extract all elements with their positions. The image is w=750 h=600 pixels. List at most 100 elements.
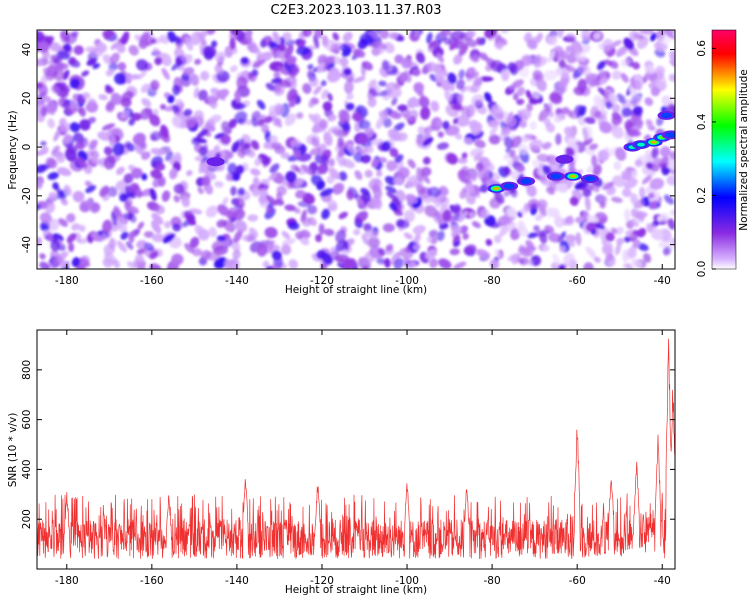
noise-blob — [140, 83, 150, 93]
noise-blob — [194, 224, 205, 236]
noise-blob — [605, 101, 613, 110]
noise-blob — [37, 59, 42, 67]
noise-blob — [37, 181, 43, 190]
noise-blob — [56, 50, 71, 60]
spectrogram-y-label: Frequency (Hz) — [7, 110, 19, 189]
noise-blob — [479, 52, 489, 61]
noise-blob — [206, 150, 216, 159]
noise-blob — [172, 84, 180, 96]
noise-blob — [352, 48, 366, 58]
noise-blob — [128, 45, 139, 56]
noise-blob — [123, 173, 134, 184]
noise-blob — [511, 252, 522, 265]
noise-blob — [611, 70, 622, 80]
noise-blob — [480, 209, 490, 219]
noise-blob — [385, 244, 394, 252]
noise-blob — [588, 80, 596, 88]
noise-blob — [509, 84, 517, 91]
noise-blob — [235, 197, 245, 209]
x-tick-label: -160 — [140, 575, 164, 587]
noise-blob — [202, 45, 214, 61]
noise-blob — [45, 101, 58, 114]
noise-blob — [457, 93, 464, 104]
noise-blob — [420, 172, 431, 184]
noise-blob — [444, 90, 453, 102]
noise-blob — [118, 223, 128, 233]
noise-blob — [172, 223, 181, 232]
noise-blob — [50, 54, 60, 63]
noise-blob — [564, 234, 577, 243]
noise-blob — [586, 215, 599, 223]
noise-blob — [238, 145, 245, 152]
noise-blob — [503, 136, 514, 150]
noise-blob — [134, 145, 145, 156]
noise-blob — [501, 126, 511, 136]
x-tick-label: -180 — [55, 275, 79, 287]
noise-blob — [128, 74, 141, 80]
feature-blob — [570, 175, 576, 178]
noise-blob — [465, 193, 476, 205]
noise-blob — [265, 82, 276, 92]
noise-blob — [543, 102, 553, 117]
noise-blob — [460, 165, 470, 177]
noise-blob — [82, 139, 89, 147]
noise-blob — [45, 202, 56, 214]
noise-blob — [569, 110, 579, 120]
noise-blob — [236, 76, 248, 90]
noise-blob — [616, 237, 625, 246]
noise-blob — [343, 80, 354, 94]
noise-blob — [450, 224, 463, 234]
noise-blob — [332, 182, 345, 195]
noise-blob — [347, 143, 356, 155]
noise-blob — [343, 67, 352, 76]
noise-blob — [468, 211, 475, 218]
noise-blob — [510, 228, 521, 241]
feature-blob — [555, 154, 574, 164]
colorbar-ticks: 0.0 0.2 0.4 0.6 — [696, 40, 716, 277]
noise-blob — [361, 233, 369, 245]
noise-blob — [109, 135, 116, 147]
noise-blob — [64, 148, 77, 162]
noise-blob — [53, 69, 66, 82]
noise-blob — [120, 231, 129, 240]
noise-blob — [527, 259, 534, 266]
noise-blob — [264, 116, 273, 124]
noise-blob — [286, 88, 298, 103]
noise-blob — [108, 62, 118, 71]
noise-blob — [281, 238, 296, 246]
noise-blob — [597, 149, 610, 162]
noise-blob — [346, 189, 354, 201]
noise-blob — [229, 65, 238, 73]
noise-blob — [252, 59, 266, 68]
noise-blob — [149, 251, 159, 260]
noise-blob — [185, 214, 197, 226]
x-tick-label: -60 — [569, 275, 586, 287]
noise-blob — [335, 229, 347, 243]
noise-blob — [563, 126, 574, 136]
noise-blob — [596, 227, 608, 238]
noise-blob — [615, 147, 627, 161]
x-tick-label: -160 — [140, 275, 164, 287]
noise-blob — [309, 147, 322, 156]
noise-blob — [420, 166, 432, 177]
noise-blob — [451, 105, 465, 111]
noise-blob — [338, 159, 347, 167]
noise-blob — [128, 231, 135, 244]
noise-blob — [326, 55, 335, 64]
noise-blob — [261, 123, 269, 134]
noise-blob — [536, 199, 548, 210]
noise-blob — [295, 189, 306, 199]
noise-blob — [457, 157, 468, 164]
noise-blob — [575, 232, 582, 246]
noise-blob — [307, 204, 318, 215]
noise-blob — [615, 47, 629, 56]
noise-blob — [37, 204, 42, 211]
noise-blob — [376, 170, 383, 177]
noise-blob — [581, 30, 591, 41]
noise-blob — [280, 152, 291, 159]
noise-blob — [114, 73, 126, 85]
noise-blob — [623, 37, 635, 50]
noise-blob — [526, 248, 534, 257]
noise-blob — [285, 55, 297, 65]
noise-blob — [76, 157, 88, 169]
